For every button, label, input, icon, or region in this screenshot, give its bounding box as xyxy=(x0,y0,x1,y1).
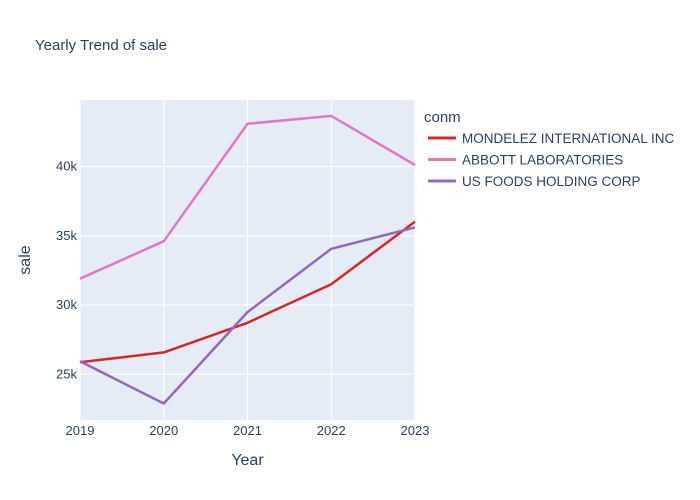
y-axis-ticks: 25k 30k 35k 40k xyxy=(56,158,77,381)
series-line xyxy=(79,114,416,280)
y-tick-label: 40k xyxy=(56,158,77,173)
x-tick-label: 2021 xyxy=(233,423,262,438)
x-tick-label: 2020 xyxy=(149,423,178,438)
legend-item[interactable]: ABBOTT LABORATORIES xyxy=(428,153,623,168)
chart-title: Yearly Trend of sale xyxy=(35,37,167,54)
legend-label: US FOODS HOLDING CORP xyxy=(462,174,641,189)
series-line xyxy=(79,226,416,405)
legend-label: ABBOTT LABORATORIES xyxy=(462,153,623,168)
legend-label: MONDELEZ INTERNATIONAL INC xyxy=(462,131,675,146)
x-axis-label: Year xyxy=(231,452,264,469)
y-axis-label: sale xyxy=(17,245,34,274)
y-tick-label: 25k xyxy=(56,366,77,381)
x-tick-label: 2019 xyxy=(66,423,95,438)
y-tick-label: 30k xyxy=(56,297,77,312)
series-lines xyxy=(79,114,416,405)
x-tick-label: 2023 xyxy=(401,423,430,438)
x-axis-ticks: 2019 2020 2021 2022 2023 xyxy=(66,423,430,438)
legend: conm MONDELEZ INTERNATIONAL INC ABBOTT LA… xyxy=(424,109,675,189)
legend-item[interactable]: MONDELEZ INTERNATIONAL INC xyxy=(428,131,675,146)
series-line xyxy=(79,220,416,364)
x-tick-label: 2022 xyxy=(317,423,346,438)
legend-item[interactable]: US FOODS HOLDING CORP xyxy=(428,174,641,189)
y-tick-label: 35k xyxy=(56,228,77,243)
legend-title: conm xyxy=(424,109,461,126)
grid-lines xyxy=(79,100,416,420)
